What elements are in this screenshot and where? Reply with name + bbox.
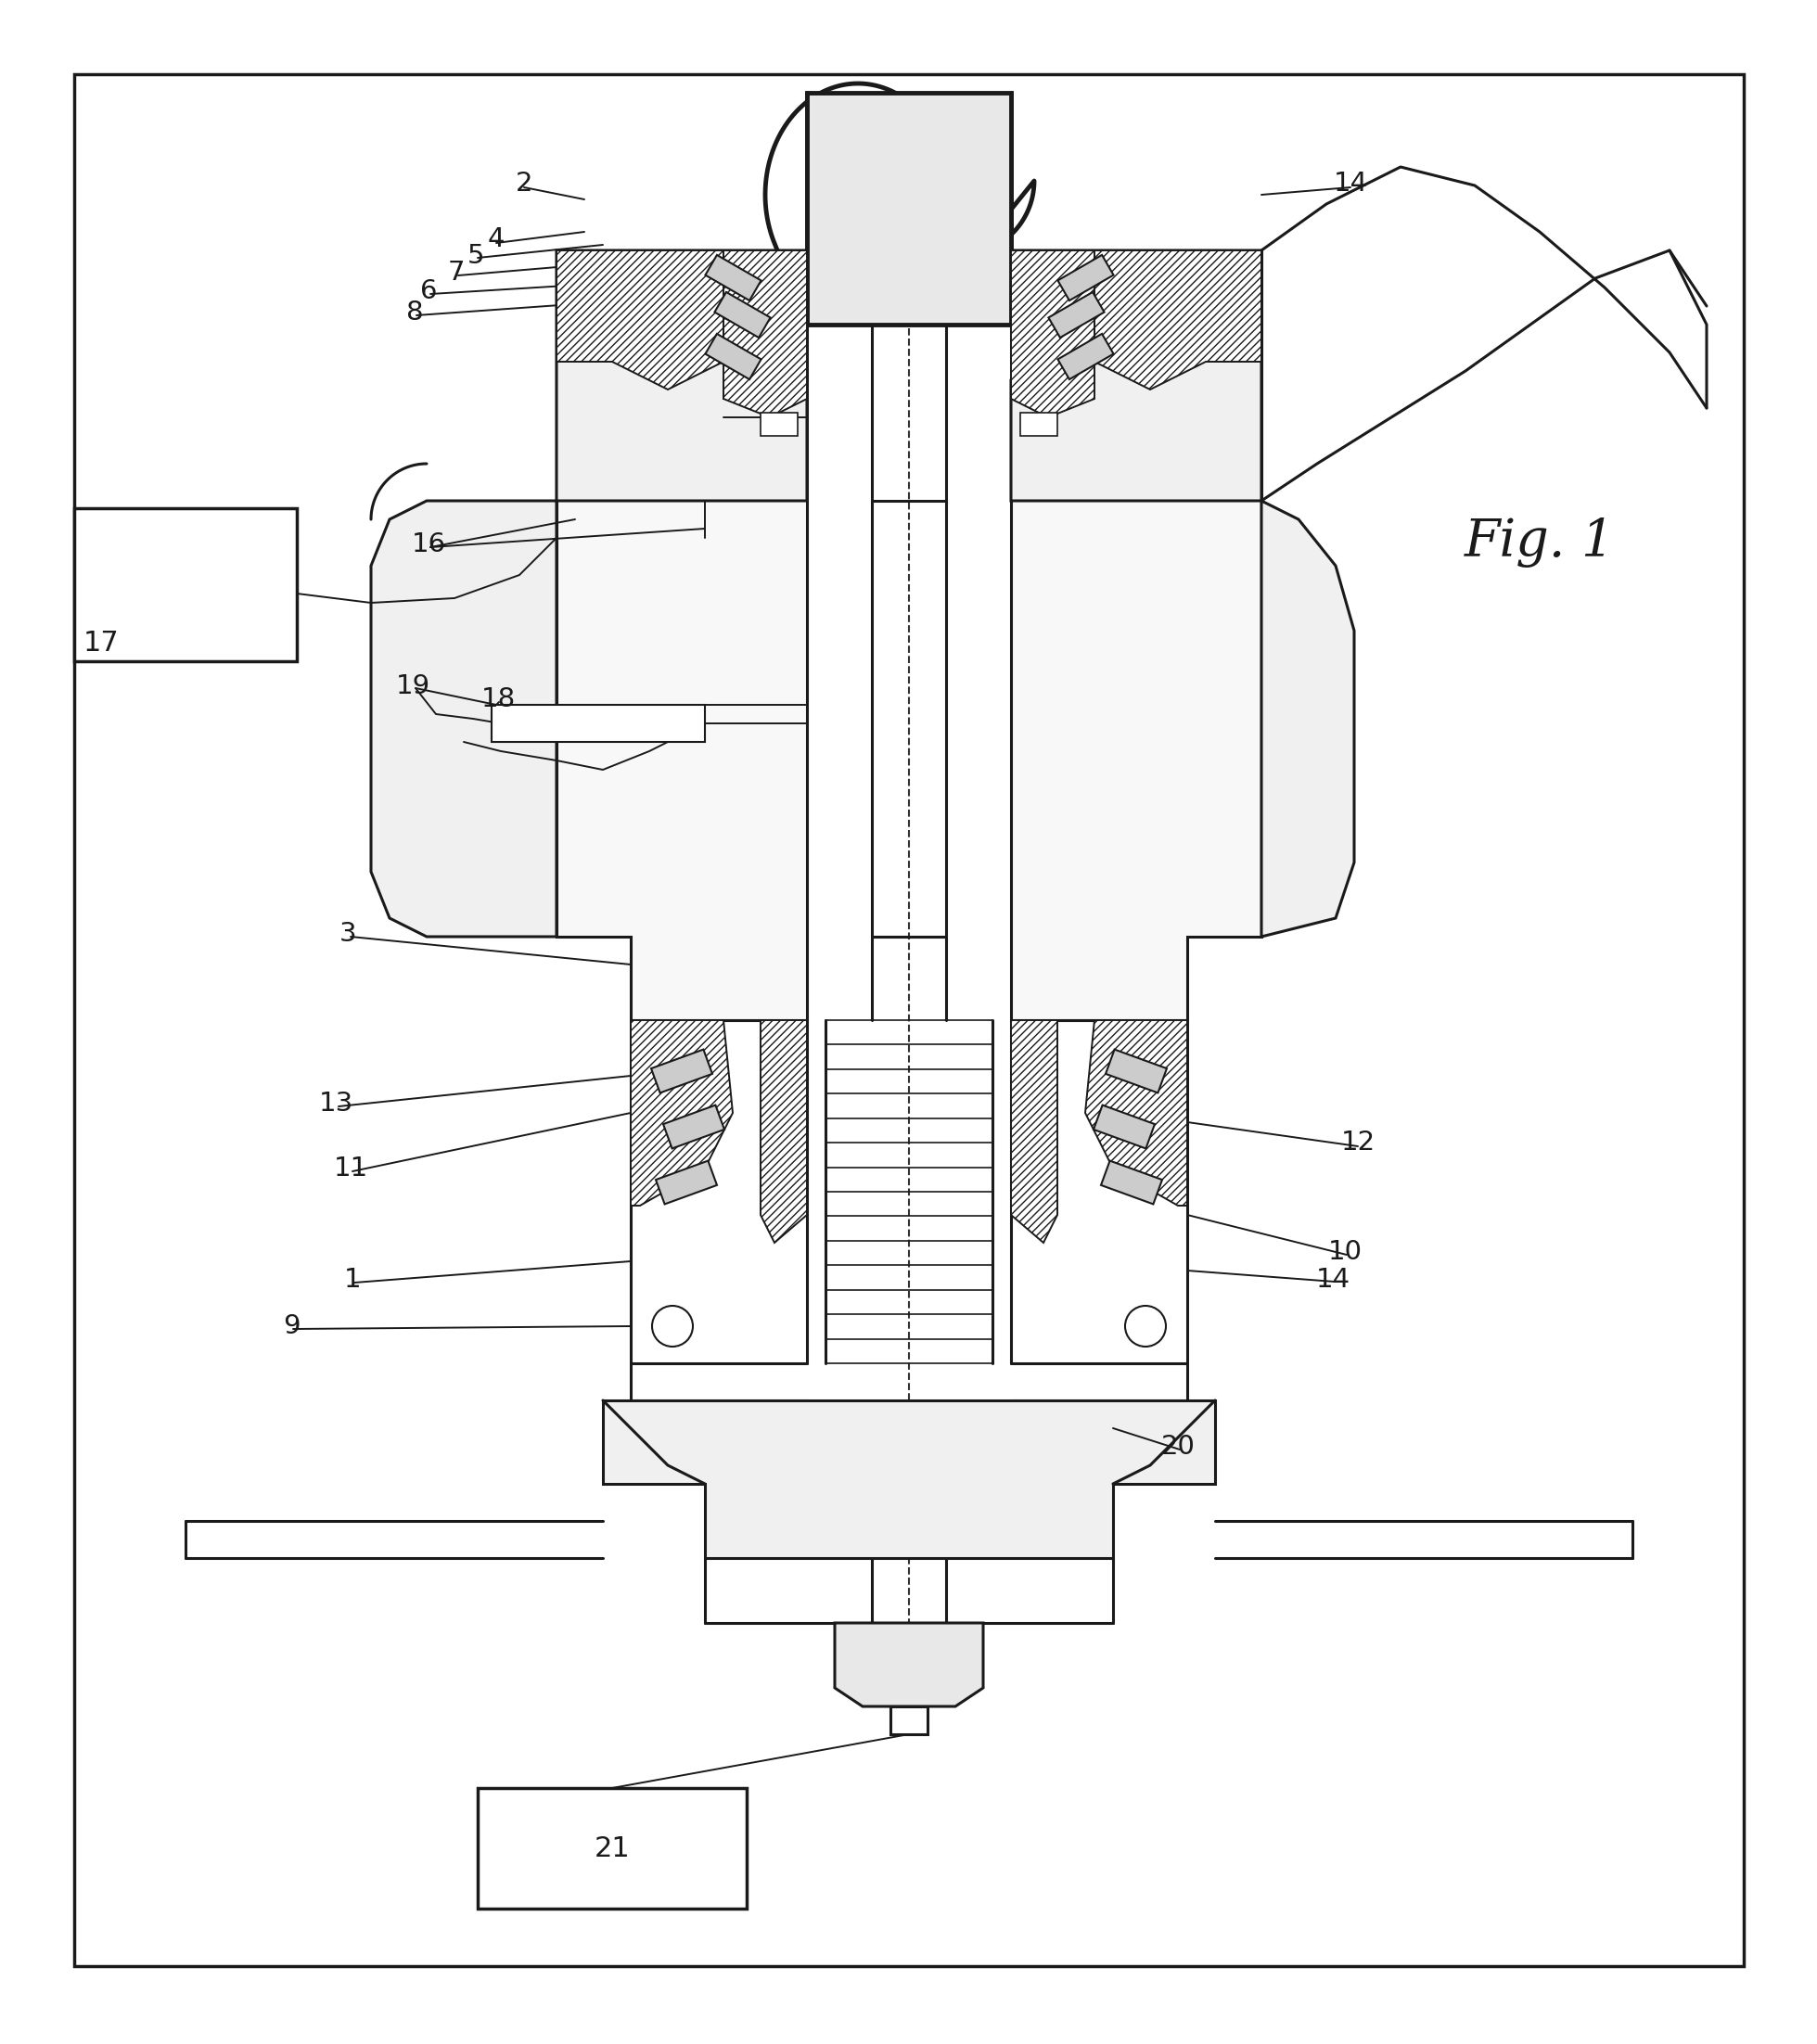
Polygon shape <box>556 251 807 501</box>
Polygon shape <box>1261 501 1354 936</box>
Text: 6: 6 <box>420 278 438 305</box>
Bar <box>807 92 1010 325</box>
Bar <box>1101 1161 1163 1204</box>
Bar <box>656 1161 718 1204</box>
Bar <box>1048 292 1105 337</box>
Bar <box>761 413 798 435</box>
Text: 12: 12 <box>1341 1130 1375 1155</box>
Polygon shape <box>1094 251 1261 390</box>
Polygon shape <box>556 251 723 390</box>
Bar <box>1021 413 1057 435</box>
Bar <box>74 509 296 662</box>
Bar <box>1057 256 1114 300</box>
Text: 7: 7 <box>447 260 465 286</box>
Text: 2: 2 <box>516 170 532 196</box>
Polygon shape <box>890 1707 927 1733</box>
Text: 11: 11 <box>333 1155 367 1181</box>
Bar <box>705 256 761 300</box>
Text: Fig. 1: Fig. 1 <box>1465 517 1615 568</box>
Text: 20: 20 <box>1161 1433 1196 1459</box>
Text: 10: 10 <box>1328 1239 1363 1265</box>
Text: 17: 17 <box>84 630 120 656</box>
Text: 21: 21 <box>594 1836 630 1862</box>
Text: 3: 3 <box>340 922 356 946</box>
Polygon shape <box>1010 1020 1057 1243</box>
Polygon shape <box>1010 251 1094 417</box>
Bar <box>663 1106 725 1149</box>
Polygon shape <box>371 501 556 936</box>
Polygon shape <box>630 1020 732 1206</box>
Bar <box>1057 333 1114 380</box>
Polygon shape <box>1085 1020 1187 1206</box>
Bar <box>1094 1106 1156 1149</box>
Text: 13: 13 <box>318 1091 352 1116</box>
Bar <box>714 292 770 337</box>
Text: 9: 9 <box>283 1312 300 1339</box>
Text: 16: 16 <box>411 531 445 558</box>
Bar <box>1105 1049 1167 1094</box>
Text: 14: 14 <box>1334 170 1368 196</box>
Polygon shape <box>1010 251 1261 501</box>
Bar <box>705 333 761 380</box>
Text: 5: 5 <box>467 243 485 270</box>
Text: 19: 19 <box>396 672 431 699</box>
Polygon shape <box>603 1400 1216 1558</box>
Bar <box>650 1049 712 1094</box>
Text: 4: 4 <box>487 227 505 251</box>
Polygon shape <box>1010 251 1261 1020</box>
Text: 1: 1 <box>343 1267 362 1292</box>
Polygon shape <box>761 1020 807 1243</box>
Bar <box>478 1788 747 1909</box>
Text: 18: 18 <box>482 687 516 711</box>
Polygon shape <box>556 251 807 1020</box>
Text: 8: 8 <box>405 300 423 325</box>
Polygon shape <box>723 251 807 417</box>
Bar <box>492 705 705 742</box>
Text: 14: 14 <box>1316 1267 1350 1292</box>
Polygon shape <box>834 1623 983 1707</box>
